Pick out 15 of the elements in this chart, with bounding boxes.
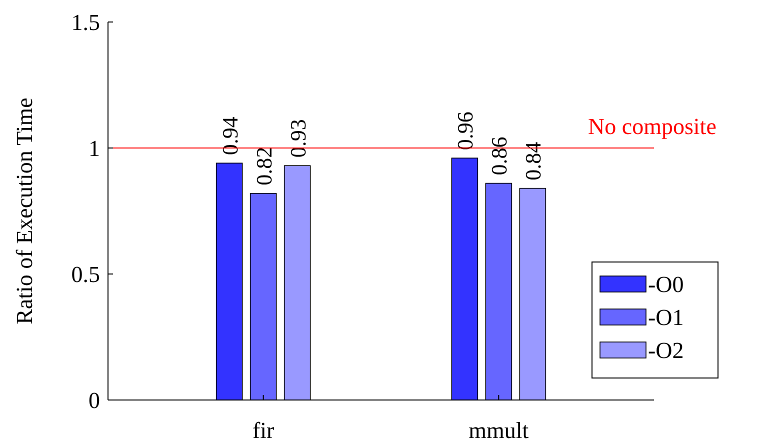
data-label: 0.82 xyxy=(251,146,276,186)
legend-label: -O2 xyxy=(648,338,684,364)
legend-label: -O0 xyxy=(648,272,684,298)
y-tick-label: 0.5 xyxy=(71,262,100,288)
data-label: 0.86 xyxy=(486,136,512,176)
x-tick-label: mmult xyxy=(468,418,530,443)
y-tick-label: 0 xyxy=(88,388,100,414)
y-tick-label: 1 xyxy=(88,136,100,162)
data-label: 0.94 xyxy=(217,116,242,156)
ref-line-label: No composite xyxy=(588,114,716,139)
y-tick-label: 1.5 xyxy=(71,10,100,36)
legend-label: -O1 xyxy=(648,305,684,330)
x-tick-label: fir xyxy=(252,418,275,443)
data-label: 0.84 xyxy=(520,142,546,180)
y-axis-title: Ratio of Execution Time xyxy=(12,98,37,324)
